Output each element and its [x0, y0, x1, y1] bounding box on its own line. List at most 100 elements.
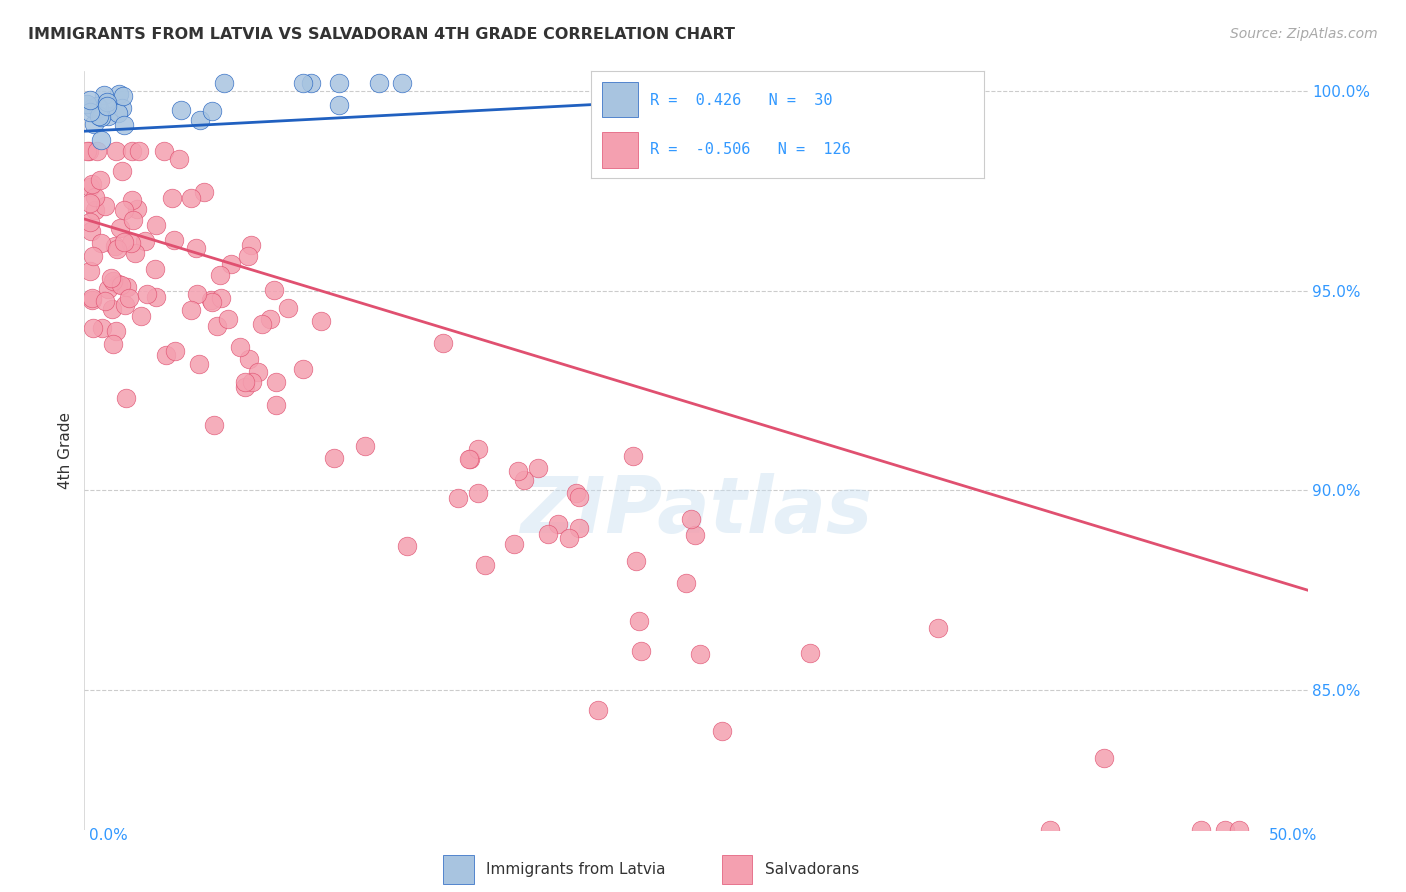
Point — [187, 357, 209, 371]
Point — [107, 106, 129, 120]
Text: Salvadorans: Salvadorans — [765, 863, 859, 877]
Point — [474, 558, 496, 573]
Point — [689, 647, 711, 661]
Point — [238, 352, 260, 367]
Point — [586, 703, 609, 717]
Point — [467, 485, 489, 500]
Point — [79, 179, 101, 194]
Point — [188, 113, 211, 128]
Point — [93, 87, 115, 102]
Point — [368, 76, 391, 90]
Point — [217, 312, 239, 326]
Point — [200, 103, 222, 118]
Point — [292, 361, 315, 376]
Point — [240, 375, 263, 389]
Point — [79, 93, 101, 107]
Text: Source: ZipAtlas.com: Source: ZipAtlas.com — [1230, 27, 1378, 41]
Point — [145, 218, 167, 232]
FancyBboxPatch shape — [602, 132, 638, 168]
Point — [87, 101, 110, 115]
Point — [114, 298, 136, 312]
Point — [163, 343, 186, 358]
Point — [112, 118, 135, 132]
Point — [107, 277, 129, 291]
Point — [79, 264, 101, 278]
Point — [89, 173, 111, 187]
Point — [621, 449, 644, 463]
Point — [83, 202, 105, 217]
Point — [115, 280, 138, 294]
Point — [86, 144, 108, 158]
Point — [180, 302, 202, 317]
Text: R =  -0.506   N =  126: R = -0.506 N = 126 — [650, 142, 851, 157]
Point — [1092, 751, 1115, 765]
Text: R =  0.426   N =  30: R = 0.426 N = 30 — [650, 93, 832, 108]
Point — [100, 270, 122, 285]
Point — [527, 460, 550, 475]
Point — [110, 220, 132, 235]
Point — [76, 96, 98, 111]
Point — [432, 335, 454, 350]
Point — [323, 450, 346, 465]
Point — [111, 101, 134, 115]
Point — [82, 249, 104, 263]
Point — [246, 365, 269, 379]
Point — [83, 189, 105, 203]
Point — [155, 348, 177, 362]
Point — [467, 442, 489, 457]
Point — [89, 133, 111, 147]
Point — [101, 336, 124, 351]
Point — [94, 293, 117, 308]
Point — [627, 615, 650, 629]
Point — [309, 313, 332, 327]
Point — [799, 646, 821, 660]
Point — [96, 95, 118, 109]
Point — [96, 99, 118, 113]
Point — [121, 194, 143, 208]
Point — [277, 301, 299, 315]
Point — [120, 236, 142, 251]
Point — [80, 291, 103, 305]
Point — [167, 153, 190, 167]
Point — [263, 283, 285, 297]
Point — [79, 215, 101, 229]
Point — [122, 213, 145, 227]
Point — [675, 576, 697, 591]
Point — [558, 532, 581, 546]
Point — [94, 199, 117, 213]
Point — [145, 262, 167, 277]
Point — [209, 291, 232, 305]
Point — [328, 98, 350, 112]
Point — [681, 512, 703, 526]
Point — [447, 491, 470, 505]
Point — [508, 464, 530, 478]
Point — [624, 554, 647, 568]
Point — [115, 391, 138, 405]
Point — [170, 103, 193, 117]
Point — [163, 233, 186, 247]
Text: Immigrants from Latvia: Immigrants from Latvia — [486, 863, 666, 877]
Point — [1038, 822, 1060, 837]
Point — [112, 235, 135, 249]
Point — [200, 293, 222, 308]
Text: 50.0%: 50.0% — [1270, 828, 1317, 843]
Point — [568, 490, 591, 504]
Point — [457, 452, 479, 467]
Point — [264, 375, 287, 389]
Text: IMMIGRANTS FROM LATVIA VS SALVADORAN 4TH GRADE CORRELATION CHART: IMMIGRANTS FROM LATVIA VS SALVADORAN 4TH… — [28, 27, 735, 42]
Point — [97, 109, 120, 123]
Point — [125, 202, 148, 216]
Point — [184, 241, 207, 255]
Point — [630, 644, 652, 658]
Point — [236, 249, 259, 263]
Point — [1189, 822, 1212, 837]
Point — [683, 528, 706, 542]
Point — [299, 76, 322, 90]
Point — [512, 473, 534, 487]
Point — [160, 191, 183, 205]
Point — [219, 257, 242, 271]
Point — [264, 399, 287, 413]
Point — [111, 164, 134, 178]
Point — [212, 76, 235, 90]
Point — [76, 144, 98, 158]
